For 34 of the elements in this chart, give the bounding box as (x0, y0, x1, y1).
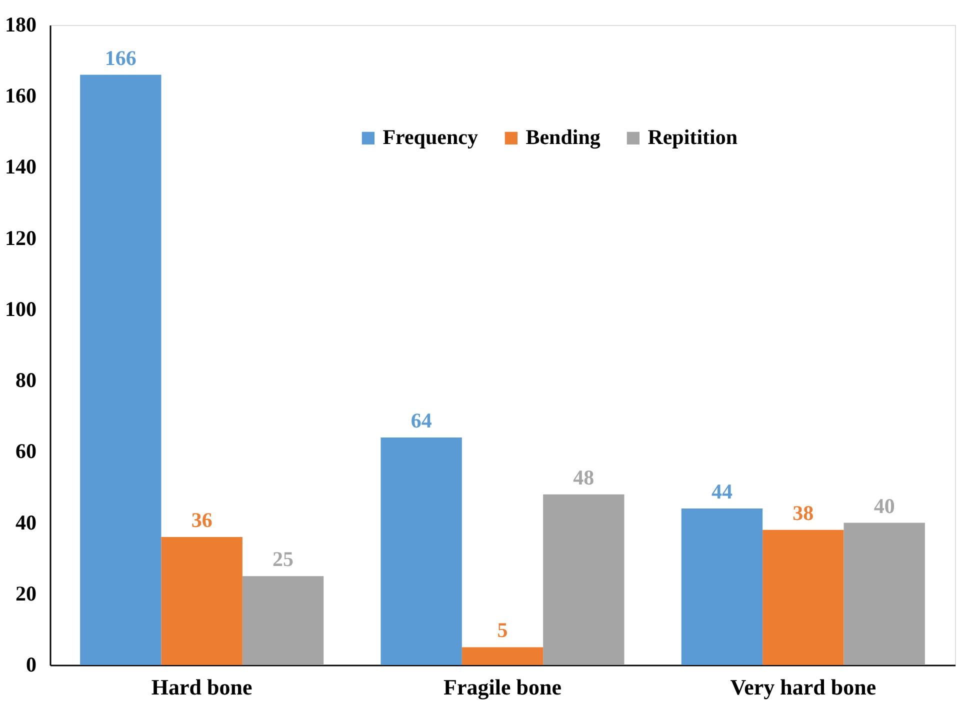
y-tick-label: 0 (26, 652, 36, 676)
bar (242, 576, 324, 665)
bar (161, 537, 242, 665)
data-label: 40 (874, 494, 895, 518)
bar (762, 530, 844, 665)
data-label: 5 (497, 618, 508, 642)
data-label: 44 (711, 480, 733, 504)
y-tick-label: 140 (5, 154, 36, 179)
y-tick-label: 60 (16, 439, 36, 464)
bar (380, 437, 462, 665)
data-label: 36 (191, 508, 212, 532)
x-tick-label: Fragile bone (444, 674, 562, 700)
bar (80, 74, 162, 665)
bar (844, 522, 925, 665)
x-tick-label: Very hard bone (730, 674, 876, 700)
legend-label: Frequency (382, 125, 478, 150)
x-tick-label: Hard bone (151, 674, 252, 700)
legend-label: Repitition (648, 125, 738, 150)
y-tick-label: 160 (5, 84, 36, 108)
bar (681, 508, 763, 665)
data-label: 64 (410, 408, 432, 432)
data-label: 48 (573, 465, 594, 490)
bar (462, 647, 544, 665)
legend-label: Bending (526, 125, 601, 150)
y-tick-label: 20 (16, 581, 36, 606)
y-tick-label: 40 (16, 510, 36, 534)
y-tick-label: 80 (16, 368, 36, 392)
data-label: 166 (104, 46, 136, 70)
data-label: 38 (792, 500, 814, 525)
bar (543, 494, 624, 665)
y-tick-label: 180 (5, 12, 36, 36)
y-tick-label: 120 (5, 226, 36, 250)
data-label: 25 (272, 547, 294, 572)
y-tick-label: 100 (5, 296, 36, 321)
